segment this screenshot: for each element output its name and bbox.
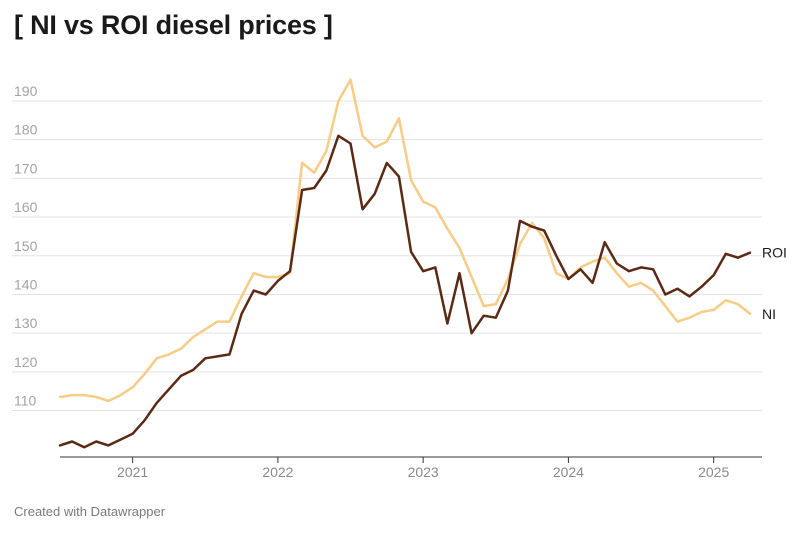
x-tick-label: 2021	[117, 464, 148, 480]
series-label-ni: NI	[762, 306, 776, 322]
y-tick-label: 110	[14, 393, 37, 409]
x-tick-label: 2022	[262, 464, 293, 480]
x-axis: 2021 2022 2023 2024 2025	[60, 456, 762, 480]
series-labels: ROI NI	[762, 245, 787, 322]
y-tick-label: 180	[14, 122, 38, 138]
y-tick-label: 170	[14, 160, 38, 176]
y-tick-label: 130	[14, 315, 38, 331]
x-tick-label: 2025	[698, 464, 729, 480]
series-lines	[58, 78, 752, 449]
gridlines	[12, 100, 762, 412]
y-tick-label: 120	[14, 354, 38, 370]
series-line-ni	[58, 78, 752, 403]
x-tick-label: 2024	[553, 464, 584, 480]
chart-title: [ NI vs ROI diesel prices ]	[14, 10, 333, 40]
y-tick-label: 160	[14, 199, 38, 215]
y-tick-label: 150	[14, 238, 38, 254]
series-line-roi	[58, 134, 752, 449]
y-axis-tick-labels: 110 120 130 140 150 160 170 180 190	[14, 83, 38, 409]
y-tick-label: 190	[14, 83, 38, 99]
x-tick-label: 2023	[408, 464, 439, 480]
footer-credit: Created with Datawrapper	[14, 504, 166, 519]
y-tick-label: 140	[14, 276, 38, 292]
series-label-roi: ROI	[762, 245, 787, 261]
